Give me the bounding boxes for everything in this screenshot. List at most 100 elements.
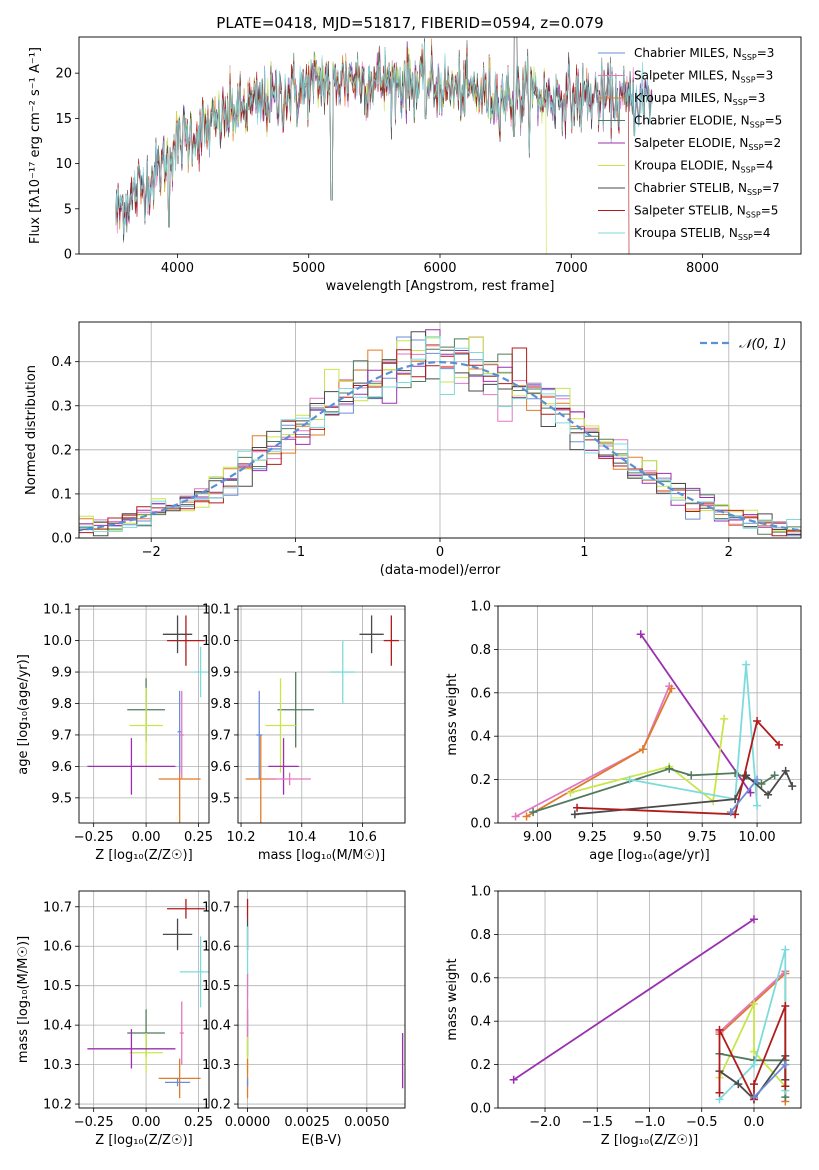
error-bar-point [268, 738, 299, 795]
y-axis-label: age [log₁₀(age/yr)] [16, 654, 31, 775]
x-tick-label: 0.0000 [225, 1115, 271, 1130]
y-tick-label: 0.8 [470, 928, 491, 943]
weight-series-line [526, 688, 673, 818]
chart-title: PLATE=0418, MJD=51817, FIBERID=0594, z=0… [216, 14, 603, 32]
x-tick-label: −2.0 [529, 1115, 561, 1130]
weight-marker [781, 1082, 790, 1091]
panel-residuals: −2 −1 0 1 2 0.0 0.1 0.2 0.3 0.4 (data-model)/error… [24, 321, 802, 578]
error-bar-point [277, 672, 314, 748]
error-bar-point [359, 615, 384, 654]
error-bar-point [330, 640, 355, 704]
y-tick-label: 10.1 [43, 603, 72, 618]
x-tick-label: 0.0025 [284, 1115, 330, 1130]
weight-marker [667, 684, 676, 693]
error-bar-point [265, 678, 296, 773]
weight-marker [636, 630, 645, 639]
plot-area [79, 329, 801, 537]
y-tick-label: 0.3 [51, 399, 72, 414]
y-tick-label: 9.9 [51, 666, 72, 681]
y-tick-label: 10.1 [202, 603, 231, 618]
y-tick-label: 10.4 [202, 1019, 231, 1034]
x-axis-label: wavelength [Angstrom, rest frame] [326, 279, 555, 294]
x-tick-label: 7000 [555, 261, 588, 276]
weight-series-line [629, 664, 758, 806]
weight-series-line [718, 1005, 787, 1100]
error-bar-point [162, 918, 193, 951]
x-tick-label: 0.0050 [344, 1115, 390, 1130]
error-bar-point [167, 898, 205, 919]
y-tick-label: 0.2 [470, 1058, 491, 1073]
histogram-series [79, 336, 801, 535]
y-tick-label: 15 [55, 112, 72, 127]
x-axis-label: age [log₁₀(age/yr)] [589, 848, 710, 863]
y-tick-label: 10.2 [202, 1098, 231, 1113]
x-axis-label: Z [log₁₀(Z/Z☉)] [95, 1133, 192, 1148]
y-tick-label: 0 [64, 248, 72, 263]
y-tick-label: 0.0 [51, 532, 72, 547]
weight-marker [753, 801, 762, 810]
panel-mass_vs_Z: −0.25 0.00 0.25 10.2 10.3 10.4 10.5 10.6 10.7 Z [… [16, 890, 213, 1148]
x-tick-label: 10.6 [348, 830, 377, 845]
error-bar-point [162, 615, 193, 654]
error-bar-point [194, 646, 207, 698]
weight-marker [726, 808, 735, 817]
x-axis-label: mass [log₁₀(M/M☉)] [258, 848, 385, 863]
x-tick-label: 0.0 [744, 1115, 765, 1130]
y-tick-label: 9.5 [51, 791, 72, 806]
x-tick-label: −1.0 [634, 1115, 666, 1130]
y-tick-label: 10.6 [202, 940, 231, 955]
x-axis-label: (data-model)/error [380, 563, 501, 578]
y-tick-label: 0.1 [51, 487, 72, 502]
y-tick-label: 9.6 [210, 760, 231, 775]
legend-entry: Salpeter STELIB, NSSP=5 [634, 204, 778, 220]
plot-area [246, 898, 404, 1099]
weight-series-line [718, 1003, 786, 1087]
weight-marker [509, 1075, 518, 1084]
x-tick-label: 10.00 [738, 830, 775, 845]
error-bar-point [129, 1033, 163, 1073]
y-tick-label: 1.0 [470, 600, 491, 615]
weight-series-line [576, 719, 780, 816]
x-tick-label: −0.5 [686, 1115, 718, 1130]
weight-marker [665, 764, 674, 773]
weight-marker [749, 1060, 758, 1069]
y-axis-label: mass weight [445, 673, 460, 755]
y-tick-label: 9.9 [210, 666, 231, 681]
x-tick-label: −2 [142, 545, 161, 560]
legend-entry: Chabrier ELODIE, NSSP=5 [634, 114, 782, 130]
weight-marker [522, 812, 531, 821]
y-tick-label: 10.3 [202, 1058, 231, 1073]
y-tick-label: 9.7 [210, 728, 231, 743]
y-tick-label: 1.0 [470, 885, 491, 900]
weight-marker [749, 1080, 758, 1089]
weight-series-line [532, 767, 776, 813]
weight-marker [570, 810, 579, 819]
x-tick-label: 0 [436, 545, 444, 560]
x-tick-label: −0.25 [74, 830, 114, 845]
y-tick-label: 10.0 [202, 634, 231, 649]
axes-frame [497, 605, 802, 824]
panel-mass_vs_ebv: 0.0000 0.0025 0.0050 10.2 10.3 10.4 10.5 10.6 10… [202, 890, 406, 1148]
legend-entry: Chabrier STELIB, NSSP=7 [634, 181, 780, 197]
x-tick-label: 10.2 [227, 830, 256, 845]
weight-marker [753, 775, 762, 784]
weight-marker [753, 717, 762, 726]
legend-entry: Kroupa STELIB, NSSP=4 [634, 226, 771, 242]
error-bar-point [179, 1001, 184, 1065]
weight-marker [781, 1002, 790, 1011]
weight-marker [746, 788, 755, 797]
y-tick-label: 10.4 [43, 1019, 72, 1034]
error-bar-point [179, 936, 209, 1008]
y-tick-label: 0.4 [51, 355, 72, 370]
x-tick-label: 10.4 [287, 830, 316, 845]
error-bar-point [179, 690, 184, 779]
weight-marker [781, 1060, 790, 1069]
plot-area [511, 630, 797, 821]
y-tick-label: 10.5 [43, 979, 72, 994]
weight-series-line [639, 633, 752, 794]
panel-age_vs_mass: 10.2 10.4 10.6 9.5 9.6 9.7 9.8 9.9 10.0 10.1 mass … [202, 603, 406, 863]
x-axis-label: Z [log₁₀(Z/Z☉)] [601, 1133, 698, 1148]
x-tick-label: 2 [725, 545, 733, 560]
plot-area [87, 615, 207, 823]
y-tick-label: 10.7 [202, 900, 231, 915]
